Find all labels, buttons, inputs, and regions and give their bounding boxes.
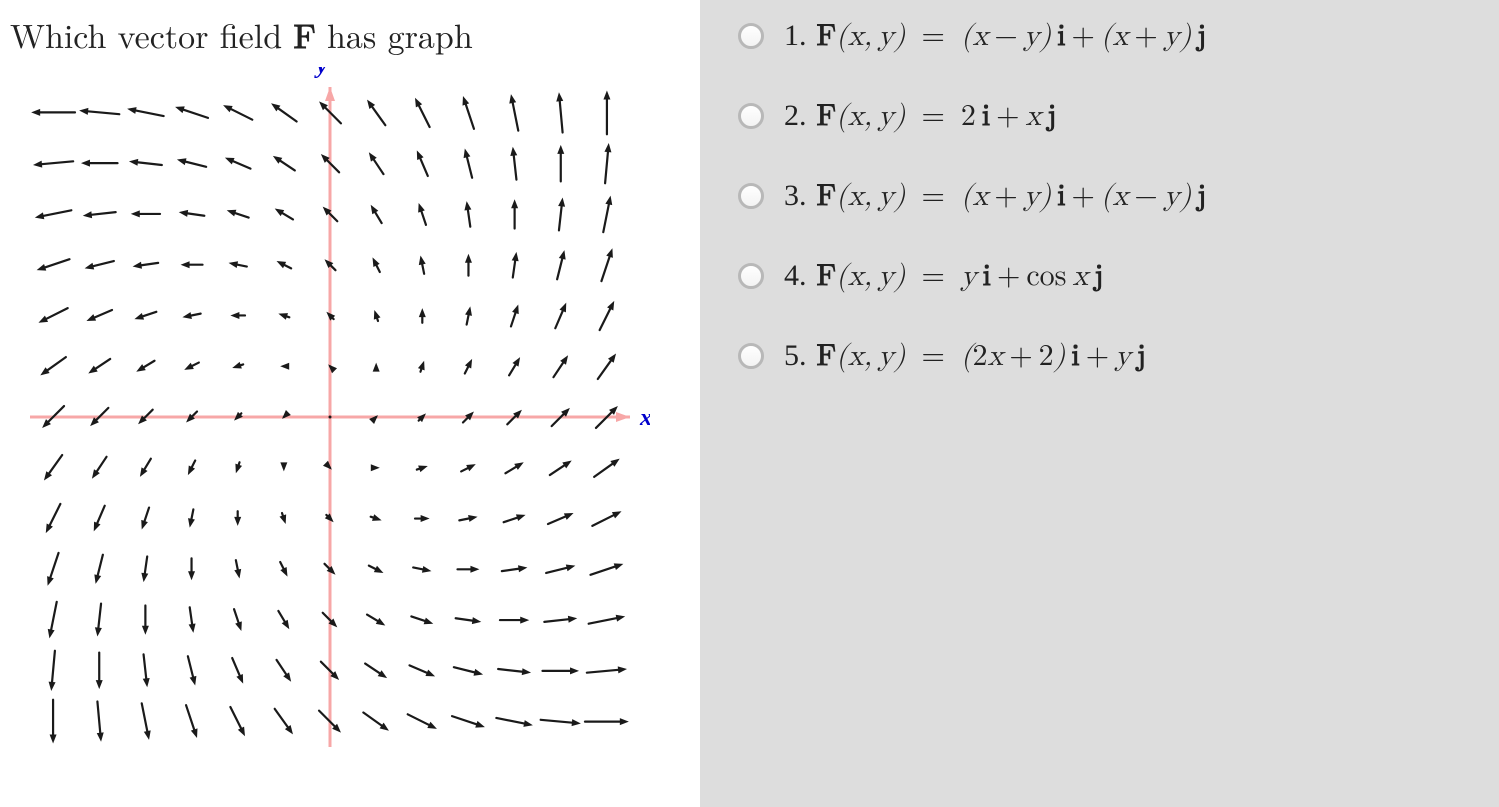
option-5[interactable]: 5. F(x, y)=(2x+2) i+y j — [738, 338, 1469, 374]
x-axis-label: x — [639, 405, 650, 431]
radio-option-2[interactable] — [738, 103, 764, 129]
vector-F: F — [293, 21, 315, 55]
option-number: 2. — [784, 99, 807, 133]
question-text: Which vector field F has graph — [10, 10, 690, 59]
option-number: 3. — [784, 179, 807, 213]
radio-option-1[interactable] — [738, 23, 764, 49]
option-4[interactable]: 4. F(x, y)=y i+cos x j — [738, 258, 1469, 294]
question-prefix: Which vector field — [10, 10, 293, 58]
option-formula: F(x, y)=(2x+2) i+y j — [817, 338, 1147, 374]
option-number: 4. — [784, 259, 807, 293]
question-suffix: has graph — [316, 10, 473, 58]
option-formula: F(x, y)=2 i+x j — [817, 98, 1057, 134]
option-number: 1. — [784, 19, 807, 53]
option-2[interactable]: 2. F(x, y)=2 i+x j — [738, 98, 1469, 134]
option-3[interactable]: 3. F(x, y)=(x+y) i+(x−y) j — [738, 178, 1469, 214]
options-panel: 1. F(x, y)=(x−y) i+(x+y) j 2. F(x, y)=2 i+x… — [700, 0, 1499, 807]
radio-option-3[interactable] — [738, 183, 764, 209]
option-number: 5. — [784, 339, 807, 373]
vector-field-chart: xy — [10, 67, 650, 767]
y-axis-label: y — [314, 67, 328, 79]
option-1[interactable]: 1. F(x, y)=(x−y) i+(x+y) j — [738, 18, 1469, 54]
option-formula: F(x, y)=y i+cos x j — [817, 258, 1104, 294]
question-panel: Which vector field F has graph xy — [0, 0, 700, 807]
radio-option-4[interactable] — [738, 263, 764, 289]
radio-option-5[interactable] — [738, 343, 764, 369]
option-formula: F(x, y)=(x−y) i+(x+y) j — [817, 18, 1207, 54]
option-formula: F(x, y)=(x+y) i+(x−y) j — [817, 178, 1207, 214]
